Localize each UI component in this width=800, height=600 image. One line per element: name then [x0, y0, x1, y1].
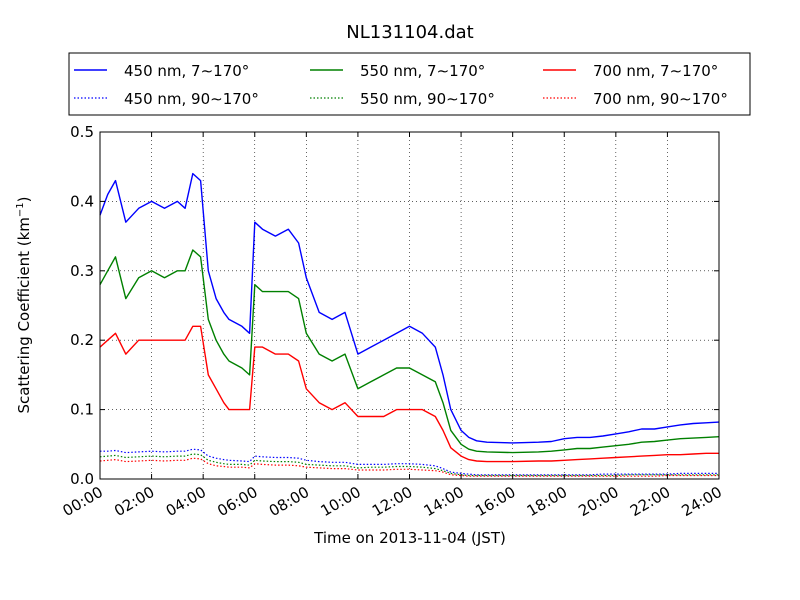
- y-tick-label: 0.4: [70, 192, 94, 210]
- legend-label-2: 550 nm, 7∼170°: [360, 62, 485, 80]
- x-tick-label: 20:00: [575, 483, 621, 520]
- series-line-6: [99, 457, 719, 477]
- legend: 450 nm, 7∼170° 550 nm, 7∼170° 700 nm, 7∼17…: [74, 62, 728, 108]
- legend-label-3: 700 nm, 7∼170°: [593, 62, 718, 80]
- x-tick-label: 24:00: [679, 483, 725, 520]
- x-tick-label: 12:00: [369, 483, 415, 520]
- plot-lines: [99, 172, 720, 477]
- x-tick-label: 08:00: [266, 483, 312, 520]
- x-tick-label: 06:00: [214, 483, 260, 520]
- legend-label-6: 700 nm, 90∼170°: [593, 90, 728, 108]
- x-tick-label: 10:00: [317, 483, 363, 520]
- legend-label-5: 550 nm, 90∼170°: [360, 90, 495, 108]
- x-axis-label: Time on 2013-11-04 (JST): [313, 529, 506, 547]
- y-tick-label: 0.2: [70, 331, 94, 349]
- y-tick-label: 0.3: [70, 262, 94, 280]
- x-tick-label: 00:00: [60, 483, 106, 520]
- x-tick-label: 02:00: [111, 483, 157, 520]
- y-tick-label: 0.0: [70, 470, 94, 488]
- y-axis-label: Scattering Coefficient (km−1): [15, 196, 33, 413]
- x-tick-label: 18:00: [524, 483, 570, 520]
- y-tick-label: 0.1: [70, 401, 94, 419]
- series-line-3: [99, 325, 719, 463]
- legend-label-1: 450 nm, 7∼170°: [124, 62, 249, 80]
- chart-title: NL131104.dat: [346, 22, 473, 43]
- series-line-1: [99, 172, 720, 444]
- series-line-4: [100, 448, 719, 476]
- x-tick-label: 14:00: [421, 483, 467, 520]
- series-line-2: [99, 249, 720, 454]
- y-tick-label: 0.5: [70, 123, 94, 141]
- x-tick-label: 04:00: [163, 483, 209, 520]
- x-tick-label: 22:00: [627, 483, 673, 520]
- legend-label-4: 450 nm, 90∼170°: [124, 90, 259, 108]
- grid-lines: [100, 132, 719, 479]
- legend-box: [68, 52, 751, 116]
- x-tick-label: 16:00: [472, 483, 518, 520]
